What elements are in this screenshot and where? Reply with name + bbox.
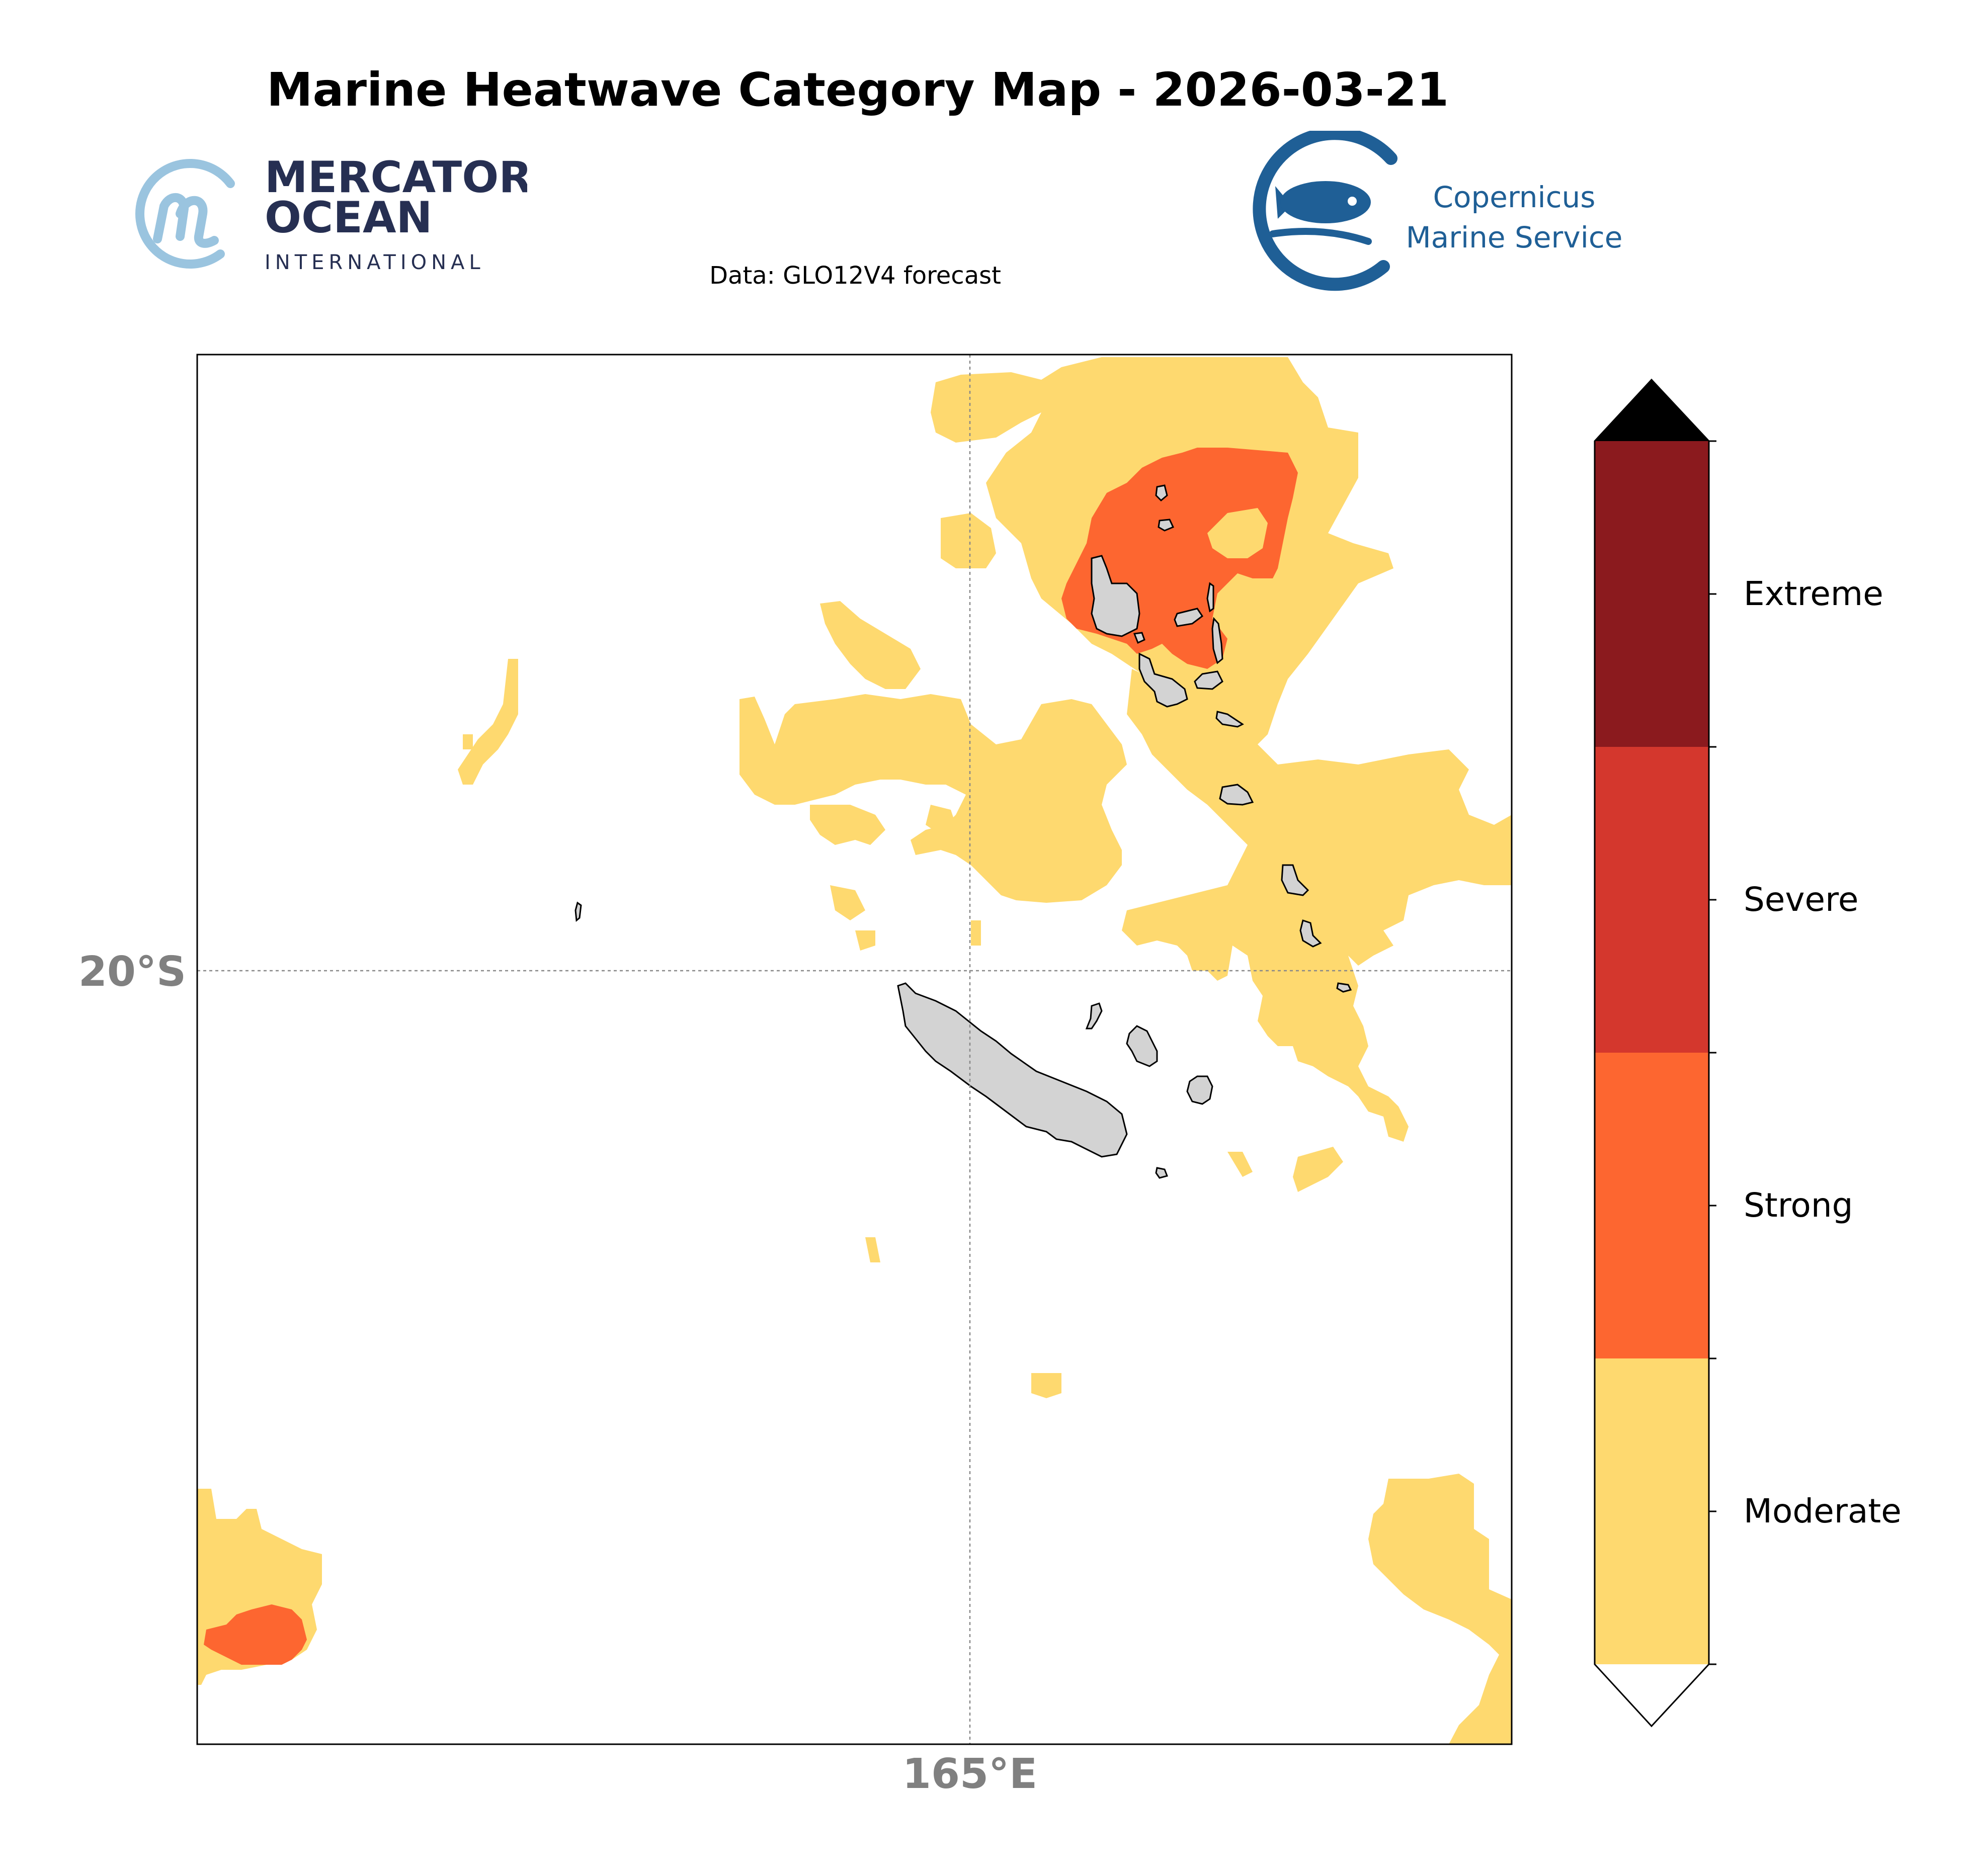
aneityum-island [1336,982,1352,993]
tanna-island [1299,919,1322,948]
map-frame [196,354,1513,1745]
maewo-island [1206,582,1214,613]
moderate-region-small-d [855,930,875,951]
data-source-label: Data: GLO12V4 forecast [709,262,1001,290]
moderate-region-central-arc [739,694,1127,903]
west-islet [574,901,582,922]
espiritu-santo-island [1091,555,1140,637]
mercator-line3: INTERNATIONAL [265,251,485,274]
colorbar-ticks [1709,440,1716,1665]
lon-label-165e: 165°E [902,1750,1037,1798]
mercator-line2: OCEAN [265,193,433,243]
legend-label-moderate: Moderate [1744,1492,1902,1530]
banks-island-a [1155,484,1168,502]
mercator-ocean-logo: MERCATOR OCEAN INTERNATIONAL [135,152,527,274]
colorbar-strong [1595,1053,1709,1358]
moderate-region-small-e [971,920,981,946]
moderate-region-small-h [1227,1152,1253,1177]
moderate-region-diagonal-strip [820,601,921,689]
copernicus-marine-logo: Copernicus Marine Service [1253,131,1623,291]
strong-region-southwest [204,1604,307,1665]
new-caledonia-island [897,982,1128,1158]
moderate-region-small-c [830,885,865,920]
colorbar-under-extension [1595,1664,1709,1726]
ouvea-island [1085,1002,1103,1030]
colorbar [1594,378,1716,1728]
colorbar-severe [1595,747,1709,1053]
colorbar-moderate [1595,1358,1709,1664]
map-title: Marine Heatwave Category Map - 2026-03-2… [267,63,1449,117]
banks-island-b [1158,519,1175,532]
moderate-region-vanuatu [1122,669,1512,1142]
ambae-island [1174,608,1204,627]
moderate-region-west-strip [458,659,518,785]
moderate-region-small-i [1293,1147,1343,1192]
isle-of-pines [1155,1167,1168,1179]
erromango-island [1281,864,1309,896]
moderate-region-small-north [941,513,996,568]
moderate-region-small-a [810,805,885,845]
lat-label-20s: 20°S [78,948,186,996]
fish-icon [1269,181,1372,245]
mercator-line1: MERCATOR [265,152,527,203]
copernicus-line1: Copernicus [1433,180,1595,214]
efate-island [1219,784,1254,806]
colorbar-over-extension [1595,380,1709,441]
mercator-mark-icon [135,159,235,269]
strong-region-north-notch [1207,508,1268,558]
moderate-region-small-g [1031,1373,1061,1398]
legend-label-severe: Severe [1744,880,1859,919]
land-areas [574,484,1352,1179]
moderate-region-small-b [926,805,956,835]
legend-label-strong: Strong [1744,1186,1853,1225]
copernicus-ring-icon [1253,131,1397,291]
colorbar-extreme [1595,441,1709,747]
ambrym-island [1194,670,1223,690]
moderate-region-southeast [1368,1474,1512,1744]
malakula-island [1138,652,1188,708]
copernicus-line2: Marine Service [1406,220,1623,254]
pentecost-island [1211,617,1223,664]
legend-label-extreme: Extreme [1744,574,1883,613]
moderate-region-small-f [865,1237,880,1262]
malo-island [1133,632,1145,644]
moderate-region-west-dot [463,734,473,749]
epi-island [1215,711,1244,728]
mare-island [1186,1075,1213,1105]
lifou-island [1126,1025,1158,1067]
